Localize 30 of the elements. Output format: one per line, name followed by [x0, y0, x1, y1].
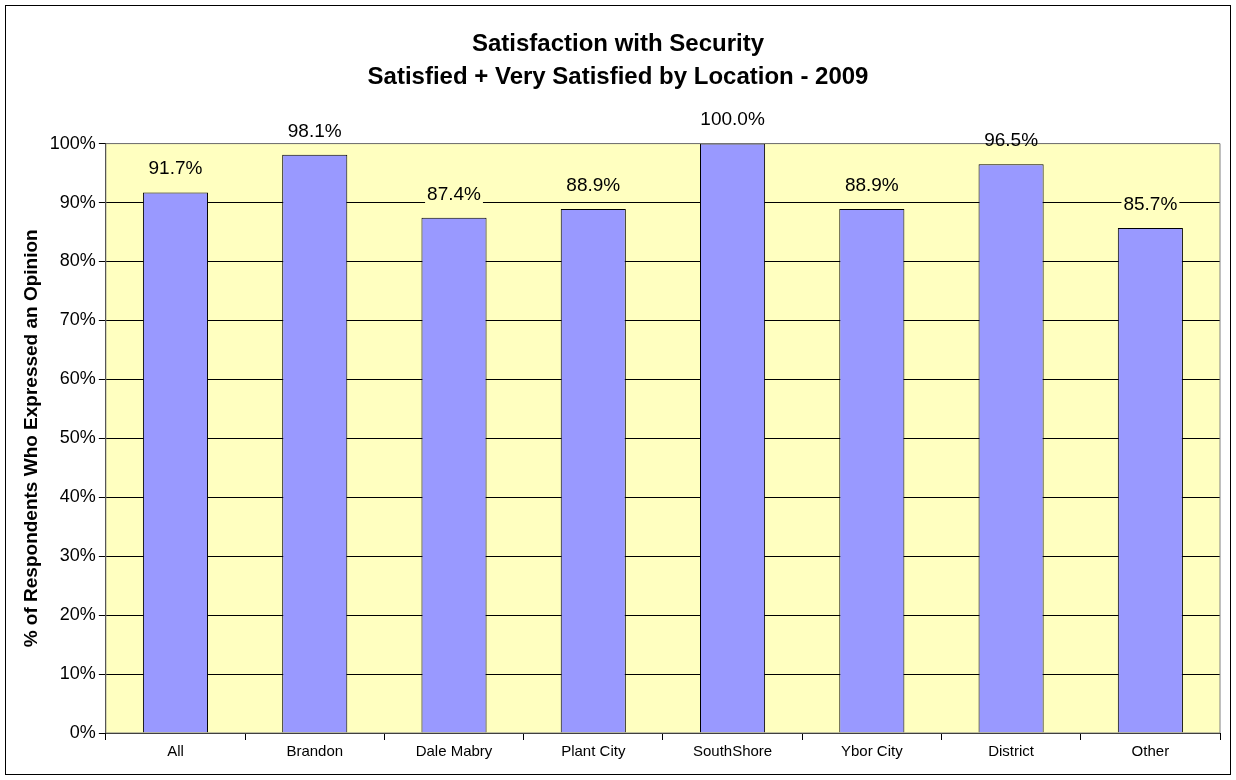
y-tick-label: 100%: [49, 132, 96, 153]
y-tick-label: 20%: [59, 604, 96, 625]
data-label: 88.9%: [566, 173, 621, 195]
y-tick-label: 70%: [59, 309, 96, 330]
x-tick-label: District: [988, 742, 1035, 760]
y-tick-label: 10%: [59, 663, 96, 684]
x-tick-label: Other: [1131, 742, 1170, 760]
y-tick-label: 80%: [59, 250, 96, 271]
y-tick-label: 90%: [59, 191, 96, 212]
data-label: 98.1%: [287, 119, 342, 141]
y-tick-label: 0%: [69, 721, 96, 742]
x-tick-label: SouthShore: [692, 742, 773, 760]
data-label: 96.5%: [984, 128, 1039, 150]
y-tick-label: 40%: [59, 486, 96, 507]
data-label: 87.4%: [427, 182, 482, 204]
y-tick-label: 60%: [59, 368, 96, 389]
x-tick-label: Ybor City: [840, 742, 904, 760]
y-tick-label: 30%: [59, 545, 96, 566]
x-tick-label: Dale Mabry: [415, 742, 493, 760]
y-axis-title: % of Respondents Who Expressed an Opinion: [19, 229, 41, 648]
x-tick-label: All: [167, 742, 184, 760]
data-label: 100.0%: [700, 108, 765, 130]
data-label: 91.7%: [148, 157, 203, 179]
chart-title: Satisfaction with Security: [471, 29, 765, 57]
y-tick-label: 50%: [59, 427, 96, 448]
x-tick-label: Brandon: [286, 742, 344, 760]
x-tick-label: Plant City: [561, 742, 626, 760]
chart-subtitle: Satisfied + Very Satisfied by Location - 2009: [367, 61, 869, 89]
data-label: 88.9%: [844, 173, 899, 195]
data-label: 85.7%: [1123, 192, 1178, 214]
